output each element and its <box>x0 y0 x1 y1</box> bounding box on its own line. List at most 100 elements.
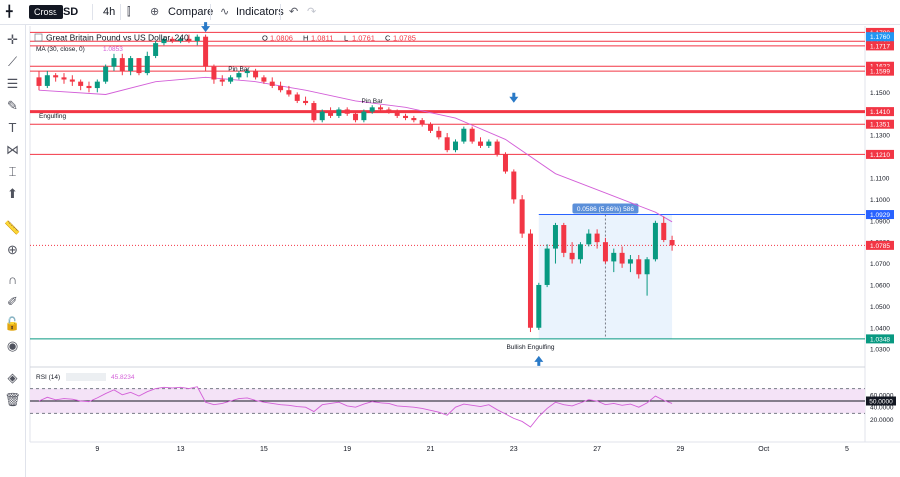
candle-body <box>178 38 184 41</box>
measure-label: 0.0586 (5.66%) 586 <box>577 206 634 213</box>
brush-icon[interactable]: ✎ <box>7 98 18 113</box>
candle-body <box>161 38 167 44</box>
candle-body <box>244 70 250 74</box>
candle-body <box>378 107 384 110</box>
candle-body <box>436 130 442 138</box>
price-tag-label: 1.1351 <box>870 122 890 129</box>
candle-body <box>369 107 375 112</box>
candle-body <box>403 115 409 119</box>
price-tag <box>866 240 894 250</box>
interval-button[interactable]: 4h <box>103 6 116 18</box>
arrow-down-icon <box>201 22 211 33</box>
eye-icon[interactable]: ◉ <box>6 338 19 353</box>
candle-body <box>219 79 225 82</box>
price-tag <box>866 61 894 71</box>
candle-body <box>319 111 325 121</box>
pattern-icon[interactable]: ⋈ <box>6 142 19 157</box>
fib-icon[interactable]: ☰ <box>6 76 19 91</box>
trash-icon[interactable]: 🗑 <box>4 392 21 407</box>
time-tick: 15 <box>260 446 268 453</box>
candle-body <box>519 199 525 234</box>
rsi-line <box>38 386 673 428</box>
arrow-up-icon <box>534 355 544 366</box>
candle-body <box>153 43 159 56</box>
price-tick: 1.0600 <box>870 282 890 289</box>
trend-line-icon[interactable]: ⟋ <box>7 54 18 69</box>
candle-body <box>428 124 434 131</box>
candle-body <box>453 141 458 151</box>
candle-body <box>444 137 450 151</box>
compare-button[interactable]: Compare <box>168 6 214 18</box>
ohlc-key: L <box>344 34 348 43</box>
candle-style-icon[interactable]: ⫿ <box>127 6 131 18</box>
top-toolbar: ╋ Cross USD 4h ⫿ ⊕ Compare ∿ Indicators … <box>0 0 900 25</box>
text-icon[interactable]: T <box>8 120 17 135</box>
layers-icon[interactable]: ◈ <box>7 370 18 385</box>
candle-body <box>627 259 633 264</box>
crosshair-icon[interactable]: ✛ <box>7 32 18 47</box>
tooltip: Cross <box>29 5 63 19</box>
rsi-tick: 40.0000 <box>870 405 894 412</box>
candle-body <box>477 141 483 146</box>
candle-body <box>261 77 267 82</box>
candle-body <box>544 248 550 285</box>
annotation-label: Pin Bar <box>228 66 250 73</box>
candle-body <box>561 225 567 253</box>
candle-body <box>294 94 300 101</box>
price-tag <box>866 119 894 129</box>
time-tick: 13 <box>177 446 185 453</box>
time-tick: 23 <box>510 446 518 453</box>
candle-body <box>303 100 309 104</box>
arrow-up-icon[interactable]: ⬆ <box>7 186 18 201</box>
time-tick: 9 <box>95 446 99 453</box>
lock-icon[interactable]: 🔓 <box>4 316 21 331</box>
price-tick: 1.0900 <box>870 218 890 225</box>
candle-body <box>669 240 675 246</box>
annotation-label: Engulfing <box>39 113 66 120</box>
candle-body <box>111 58 117 67</box>
price-tick: 1.1300 <box>870 133 890 140</box>
rsi-mid-tag <box>866 396 896 406</box>
candle-body <box>236 73 242 78</box>
candle-body <box>461 128 467 142</box>
candle-body <box>536 284 542 328</box>
time-tick: 21 <box>427 446 435 453</box>
price-tick: 1.1500 <box>870 90 890 97</box>
candle-body <box>86 85 92 89</box>
symbol-label[interactable]: USD <box>55 6 79 18</box>
ruler-icon[interactable]: 📏 <box>4 220 21 235</box>
price-tag-label: 1.1599 <box>870 69 890 76</box>
forecast-icon[interactable]: ⌶ <box>8 164 17 179</box>
compare-icon[interactable]: ⊕ <box>150 6 160 18</box>
price-tag-label: 1.0929 <box>870 212 890 219</box>
indicators-button[interactable]: Indicators <box>236 6 284 18</box>
magnet-icon[interactable]: ∩ <box>7 272 18 287</box>
ohlc-key: O <box>262 34 268 43</box>
divider <box>120 4 121 20</box>
lock-draw-icon[interactable]: ✐ <box>7 294 18 309</box>
crosshair-toggle-icon[interactable]: ╋ <box>6 6 13 18</box>
candle-body <box>652 222 658 260</box>
ohlc-value: 1.0806 <box>270 34 293 43</box>
candle-body <box>644 259 650 275</box>
candle-body <box>136 58 142 74</box>
candle-body <box>186 38 192 41</box>
ohlc-key: C <box>385 34 391 43</box>
candle-body <box>286 90 292 95</box>
candle-body <box>511 171 517 200</box>
indicators-icon[interactable]: ∿ <box>220 6 230 18</box>
candle-body <box>586 233 592 245</box>
candle-body <box>144 55 150 74</box>
ohlc-value: 1.0811 <box>311 34 333 43</box>
rsi-tick: 20.0000 <box>870 417 894 424</box>
price-tick: 1.1000 <box>870 197 890 204</box>
candle-body <box>386 109 392 112</box>
zoom-in-icon[interactable]: ⊕ <box>7 242 18 257</box>
redo-icon[interactable]: ↷ <box>307 6 317 18</box>
ohlc-value: 1.0761 <box>352 34 375 43</box>
collapse-legend-icon <box>34 33 43 42</box>
candle-body <box>502 154 508 172</box>
candle-body <box>128 58 134 71</box>
undo-icon[interactable]: ↶ <box>289 6 299 18</box>
